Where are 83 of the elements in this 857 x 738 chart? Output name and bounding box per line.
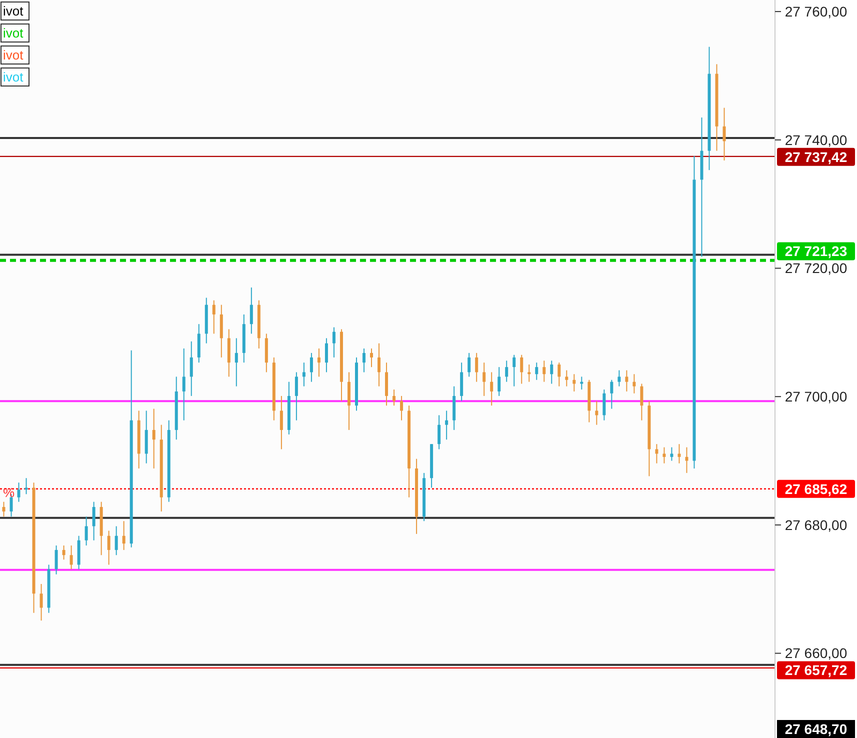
candlestick [655, 444, 658, 464]
candlestick [722, 107, 726, 161]
y-tick-label: 27 700,00 [784, 388, 848, 404]
candlestick [685, 446, 688, 474]
candlestick [54, 544, 58, 575]
ref-line-label: 27 657,72 [784, 662, 848, 678]
candlestick [234, 338, 238, 387]
candlestick [24, 478, 28, 495]
candlestick [498, 366, 501, 396]
candlestick [62, 544, 66, 560]
ref-line-label: 27 685,62 [784, 480, 848, 497]
candlestick [92, 501, 96, 541]
candlestick [468, 352, 471, 378]
candlestick [632, 374, 636, 394]
candlestick [678, 444, 681, 464]
y-tick-label: 27 760,00 [784, 3, 848, 20]
candlestick [17, 482, 20, 502]
candlestick [347, 372, 350, 430]
ref-line-label: 27 721,23 [784, 243, 848, 260]
y-tick-label: 27 720,00 [784, 260, 848, 276]
candlestick [302, 362, 306, 387]
candlestick [572, 374, 576, 392]
candlestick [512, 354, 516, 387]
candlestick [438, 414, 441, 450]
candlestick [310, 352, 313, 382]
candlestick [490, 372, 494, 406]
ref-line-label: 27 737,42 [784, 148, 848, 165]
annotation: ivot [3, 48, 24, 63]
candlestick [250, 287, 253, 334]
candlestick [370, 348, 374, 368]
candlestick [392, 389, 396, 406]
annotation: % [3, 485, 15, 500]
y-tick-label: 27 660,00 [784, 645, 848, 662]
candlestick [610, 379, 614, 410]
candlestick [84, 516, 88, 546]
candlestick [520, 354, 524, 384]
candlestick [580, 376, 584, 390]
candlestick [618, 370, 621, 387]
candlestick [400, 395, 404, 421]
candlestick [182, 348, 186, 421]
annotation: ivot [3, 70, 24, 85]
candlestick [197, 324, 200, 364]
candlestick [625, 370, 628, 392]
candlestick [378, 342, 381, 387]
candlestick [662, 446, 666, 464]
candlestick [40, 583, 43, 622]
annotation: ivot [3, 4, 24, 19]
candlestick [385, 362, 388, 406]
candlestick [565, 370, 568, 387]
candlestick [460, 362, 464, 402]
candlestick [220, 304, 223, 358]
candlestick [114, 526, 118, 556]
candlestick [144, 410, 148, 464]
candlestick [640, 383, 644, 421]
candlestick [602, 389, 606, 421]
candlestick [212, 300, 216, 334]
candlestick [670, 446, 674, 462]
candlestick [475, 352, 478, 382]
candlestick [190, 340, 193, 396]
candlestick [558, 362, 561, 387]
candlestick [445, 410, 448, 440]
candlestick [294, 372, 298, 421]
candlestick [528, 364, 531, 382]
candlestick [152, 408, 156, 469]
annotation: ivot [3, 26, 24, 41]
y-tick-label: 27 740,00 [784, 132, 848, 148]
candlestick [280, 395, 283, 450]
candlestick [122, 520, 126, 550]
candlestick [107, 530, 110, 566]
candlestick [362, 348, 366, 373]
candlestick [317, 348, 320, 378]
y-tick-label: 27 680,00 [784, 516, 848, 533]
candlestick [550, 360, 554, 384]
candlestick [505, 360, 508, 382]
candlestick [535, 362, 538, 380]
candlestick [542, 360, 546, 382]
candlestick [324, 338, 328, 373]
candlestick [2, 501, 6, 518]
candlestick [482, 362, 486, 396]
text: 27 648,70 [784, 720, 848, 737]
candlestick [332, 326, 336, 358]
candlestick [595, 400, 598, 426]
candlestick [70, 544, 73, 570]
